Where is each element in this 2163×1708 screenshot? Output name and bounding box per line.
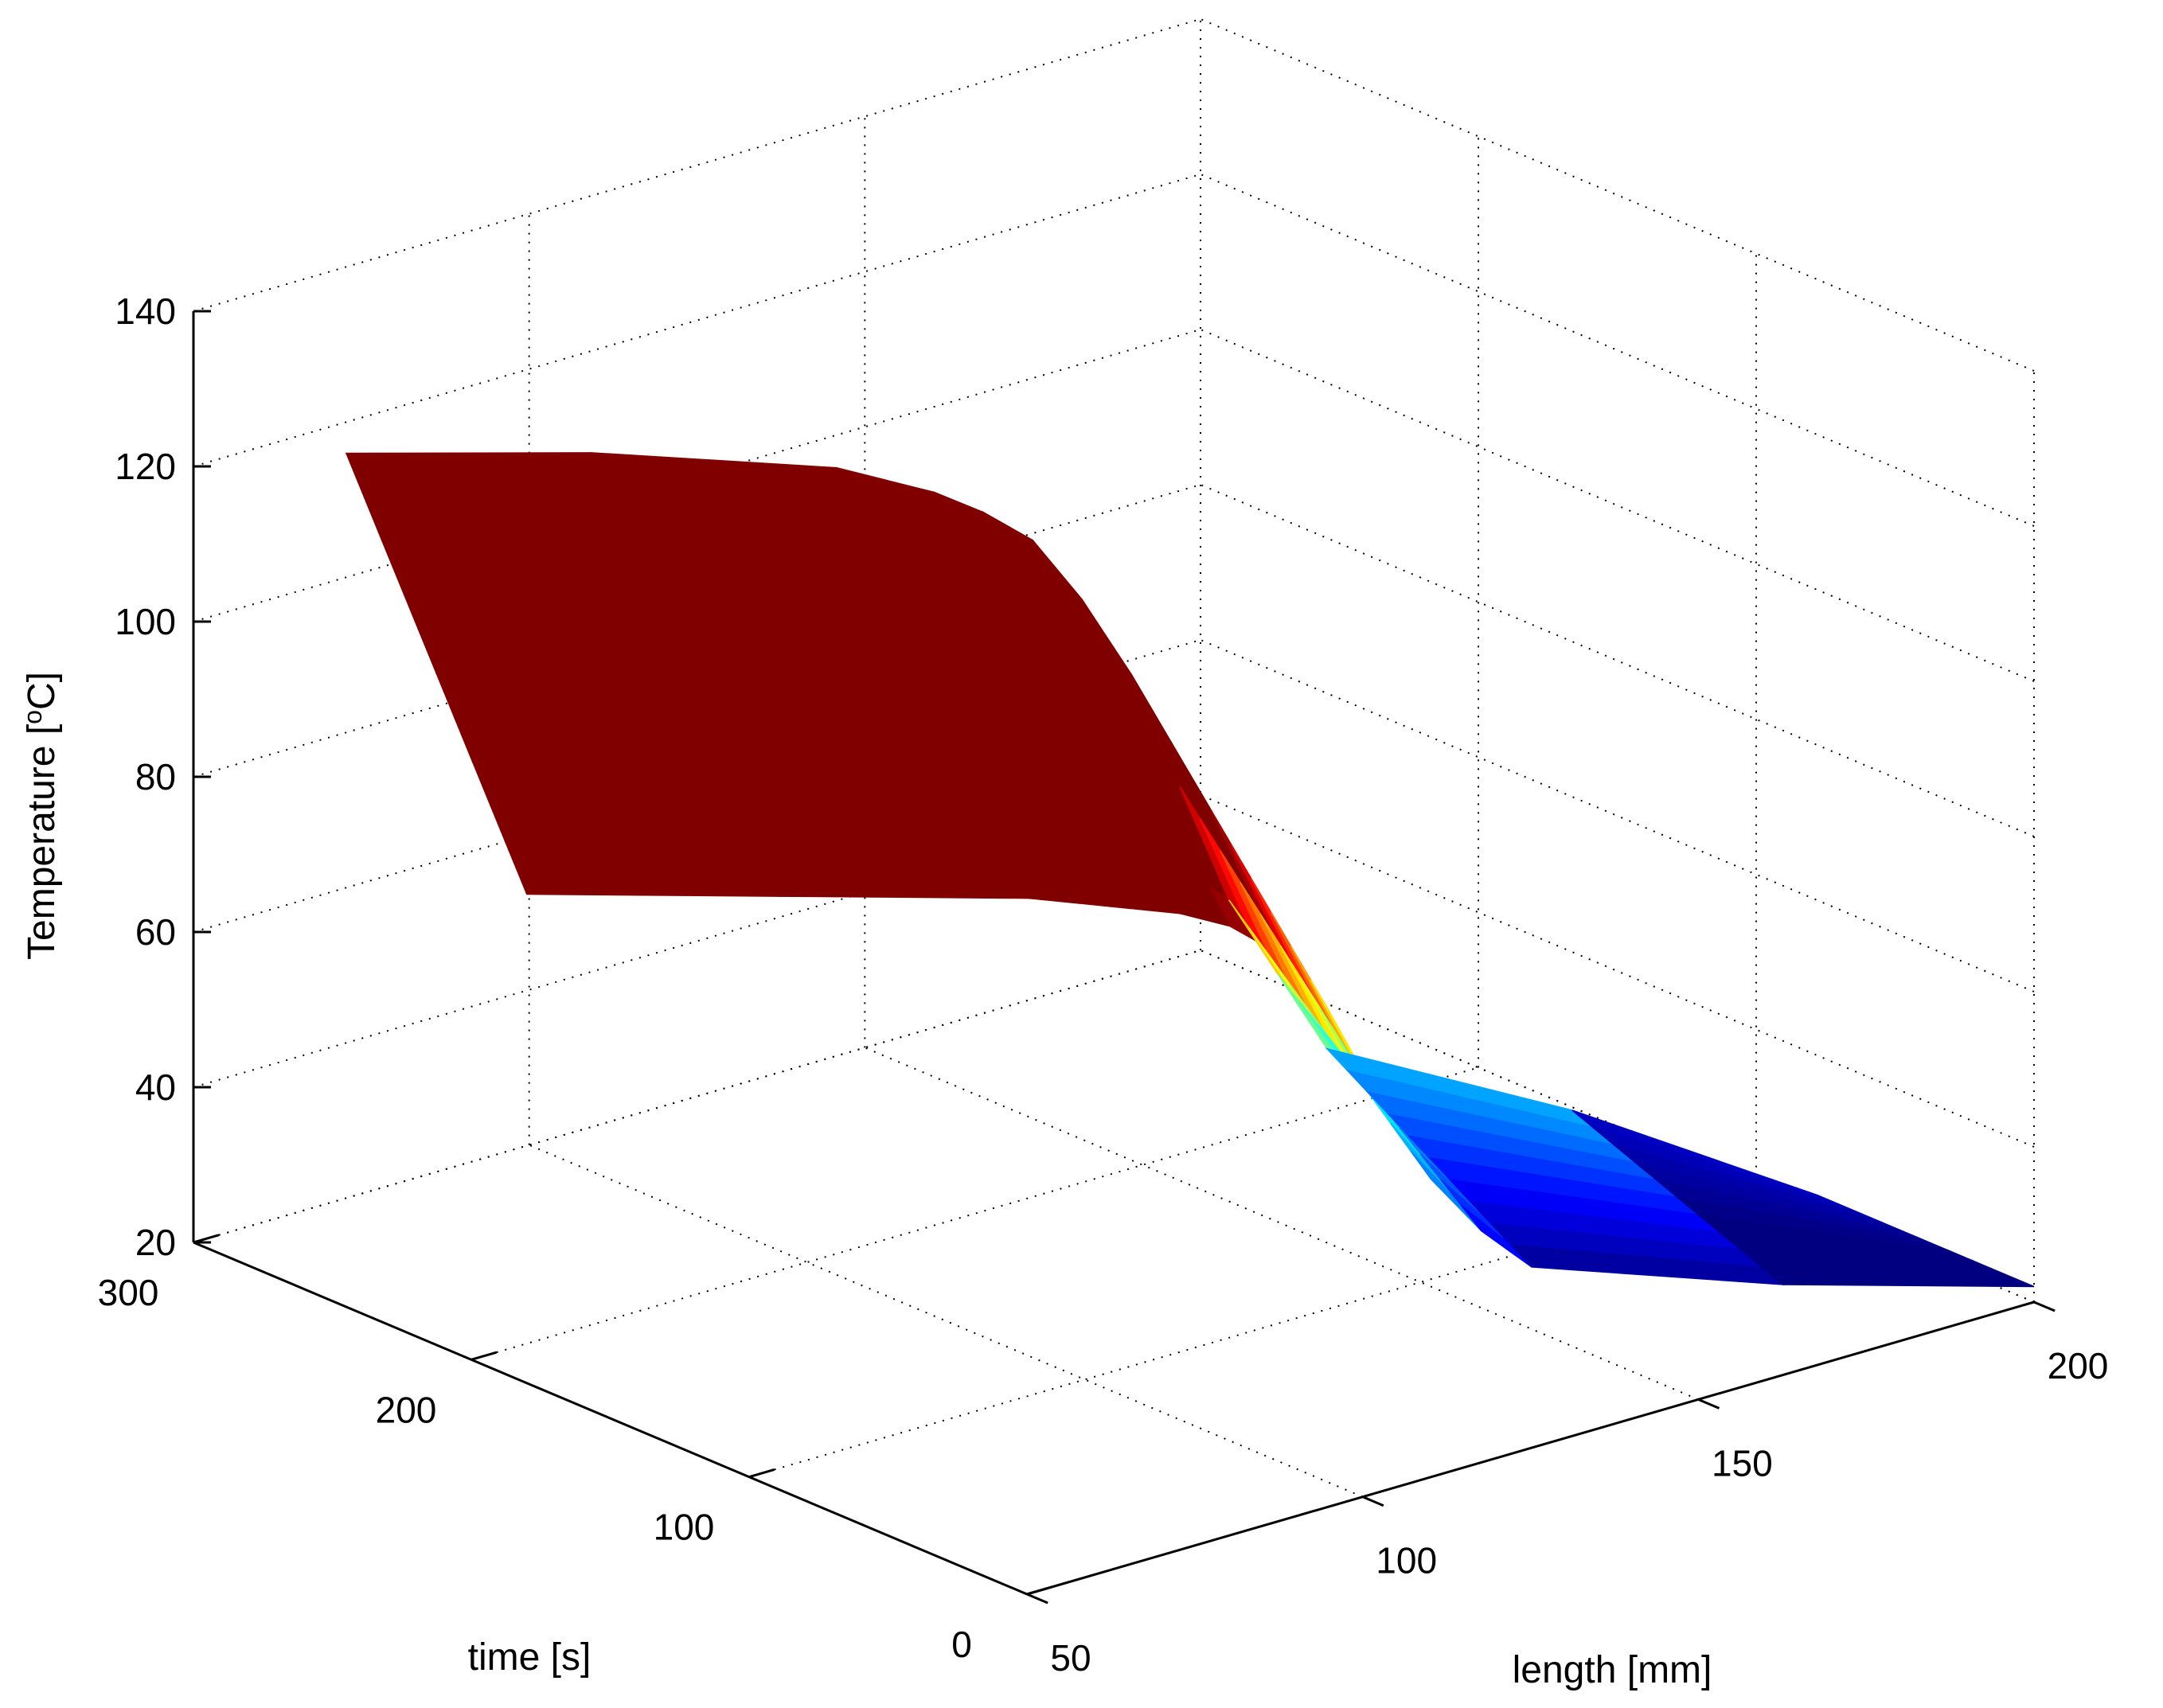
surface-patch [435, 673, 705, 719]
y-axis-title: time [s] [468, 1636, 592, 1679]
gridline-z-side [1200, 794, 2035, 1148]
y-tick-label: 100 [654, 1507, 715, 1548]
x-tick [1362, 1495, 1384, 1507]
y-tick [748, 1468, 775, 1479]
surface-patch [471, 761, 742, 809]
gridline-z-side [1200, 18, 2035, 372]
z-tick-label: 140 [115, 291, 176, 332]
gridline-z-back [193, 950, 1201, 1243]
x-tick-label: 100 [1376, 1540, 1437, 1581]
surface-patch [758, 851, 1031, 899]
gridline-x-floor [529, 1144, 1364, 1498]
x-tick-label: 200 [2048, 1345, 2109, 1386]
surface-patch [720, 762, 992, 813]
surface-patch [490, 805, 761, 853]
gridline-y-floor [193, 950, 1201, 1243]
y-tick [470, 1351, 498, 1361]
surface-patch [507, 849, 779, 897]
surface-patch [381, 540, 649, 587]
x-tick-label: 50 [1050, 1637, 1091, 1679]
gridline-x-floor [1200, 950, 2035, 1303]
z-tick-label: 40 [135, 1067, 176, 1108]
gridline-z-back [193, 174, 1201, 467]
y-tick-label: 0 [951, 1624, 972, 1665]
x-axis-title: length [mm] [1513, 1649, 1712, 1691]
axes: 20 40 60 80 100 120 140 50 100 150 200 0 100 200 300 [98, 291, 2109, 1679]
gridline-z-side [1200, 484, 2035, 837]
x-tick-label: 150 [1712, 1442, 1773, 1484]
surface-patch [345, 452, 611, 498]
surface-patch [363, 496, 630, 543]
y-tick-label: 300 [98, 1272, 159, 1313]
gridline-z-side [1200, 639, 2035, 992]
x-tick [1697, 1398, 1720, 1410]
y-tick [193, 1234, 220, 1244]
surface-patch [417, 629, 686, 676]
x-tick [2033, 1300, 2056, 1312]
z-tick-label: 100 [115, 601, 176, 642]
gridline-z-back [193, 18, 1201, 312]
y-axis-line [193, 1241, 1028, 1596]
surface-patch [453, 717, 724, 764]
z-tick-label: 120 [115, 446, 176, 487]
gridline-z-side [1200, 329, 2035, 682]
x-tick [1026, 1593, 1048, 1605]
y-tick-label: 200 [376, 1389, 437, 1430]
gridline-z-side [1200, 174, 2035, 527]
gridline-y-floor [470, 1067, 1479, 1361]
z-tick-label: 60 [135, 911, 176, 953]
temperature-surface [345, 452, 2035, 1288]
surface-patch [683, 673, 954, 727]
gridline-x-floor [864, 1047, 1699, 1401]
x-axis-line [1026, 1300, 2035, 1596]
surface-patch [1759, 1266, 2035, 1288]
y-tick [1026, 1585, 1053, 1596]
z-tick-label: 80 [135, 756, 176, 797]
z-tick-label: 20 [135, 1222, 176, 1263]
surface-patch [399, 584, 667, 631]
surface-patch [740, 806, 1011, 856]
z-axis-title: Temperature [oC] [18, 672, 63, 960]
surface-patch [702, 718, 973, 770]
